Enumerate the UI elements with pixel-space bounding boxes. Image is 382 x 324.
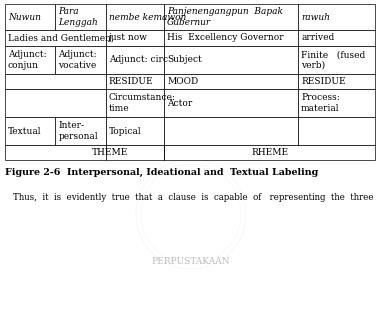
Bar	[5, 30, 106, 46]
Text: Subject: Subject	[167, 55, 202, 64]
Text: PERPUSTAKAAN: PERPUSTAKAAN	[152, 258, 230, 267]
Bar	[106, 30, 164, 46]
Bar	[298, 46, 375, 74]
Text: arrived: arrived	[301, 33, 334, 42]
Bar	[106, 145, 164, 160]
Text: Figure 2-6  Interpersonal, Ideational and  Textual Labeling: Figure 2-6 Interpersonal, Ideational and…	[5, 168, 318, 177]
Bar	[298, 30, 375, 46]
Text: Panjenengangpun  Bapak
Gubernur: Panjenengangpun Bapak Gubernur	[167, 7, 283, 27]
Bar	[106, 74, 164, 89]
Text: Actor: Actor	[167, 98, 193, 108]
Text: rawuh: rawuh	[301, 13, 330, 21]
Bar	[298, 117, 375, 145]
Bar	[5, 4, 55, 30]
Bar	[164, 30, 298, 46]
Bar	[106, 89, 164, 117]
Text: MOOD: MOOD	[167, 77, 198, 86]
Bar	[298, 4, 375, 30]
Text: Textual: Textual	[8, 126, 42, 135]
Text: Topical: Topical	[108, 126, 141, 135]
Text: nembe kemawon: nembe kemawon	[108, 13, 186, 21]
Bar	[164, 145, 375, 160]
Bar	[106, 117, 164, 145]
Text: just now: just now	[108, 33, 147, 42]
Text: RHEME: RHEME	[251, 148, 288, 157]
Text: Finite   (fused
verb): Finite (fused verb)	[301, 50, 365, 70]
Text: RESIDUE: RESIDUE	[301, 77, 346, 86]
Bar	[164, 89, 298, 117]
Bar	[5, 46, 55, 74]
Text: Adjunct: circ: Adjunct: circ	[108, 55, 168, 64]
Bar	[55, 117, 106, 145]
Text: RESIDUE: RESIDUE	[108, 77, 153, 86]
Bar	[164, 4, 298, 30]
Bar	[55, 4, 106, 30]
Bar	[106, 46, 164, 74]
Text: Process:
material: Process: material	[301, 93, 340, 113]
Text: Thus,  it  is  evidently  true  that  a  clause  is  capable  of   representing : Thus, it is evidently true that a clause…	[13, 193, 374, 202]
Text: Circumstance:
time: Circumstance: time	[108, 93, 175, 113]
Bar	[55, 46, 106, 74]
Bar	[298, 74, 375, 89]
Bar	[5, 74, 106, 89]
Bar	[298, 89, 375, 117]
Bar	[164, 46, 298, 74]
Text: Para
Lenggah: Para Lenggah	[58, 7, 98, 27]
Bar	[164, 117, 298, 145]
Text: Adjunct:
vocative: Adjunct: vocative	[58, 50, 97, 70]
Bar	[164, 74, 298, 89]
Text: His  Excellency Governor: His Excellency Governor	[167, 33, 284, 42]
Bar	[5, 117, 55, 145]
Bar	[106, 4, 164, 30]
Text: THEME: THEME	[92, 148, 128, 157]
Text: Ladies and Gentlemen,: Ladies and Gentlemen,	[8, 33, 114, 42]
Text: Inter-
personal: Inter- personal	[58, 121, 98, 141]
Bar	[5, 145, 106, 160]
Text: Nuwun: Nuwun	[8, 13, 41, 21]
Bar	[5, 89, 106, 117]
Text: Adjunct:
conjun: Adjunct: conjun	[8, 50, 47, 70]
